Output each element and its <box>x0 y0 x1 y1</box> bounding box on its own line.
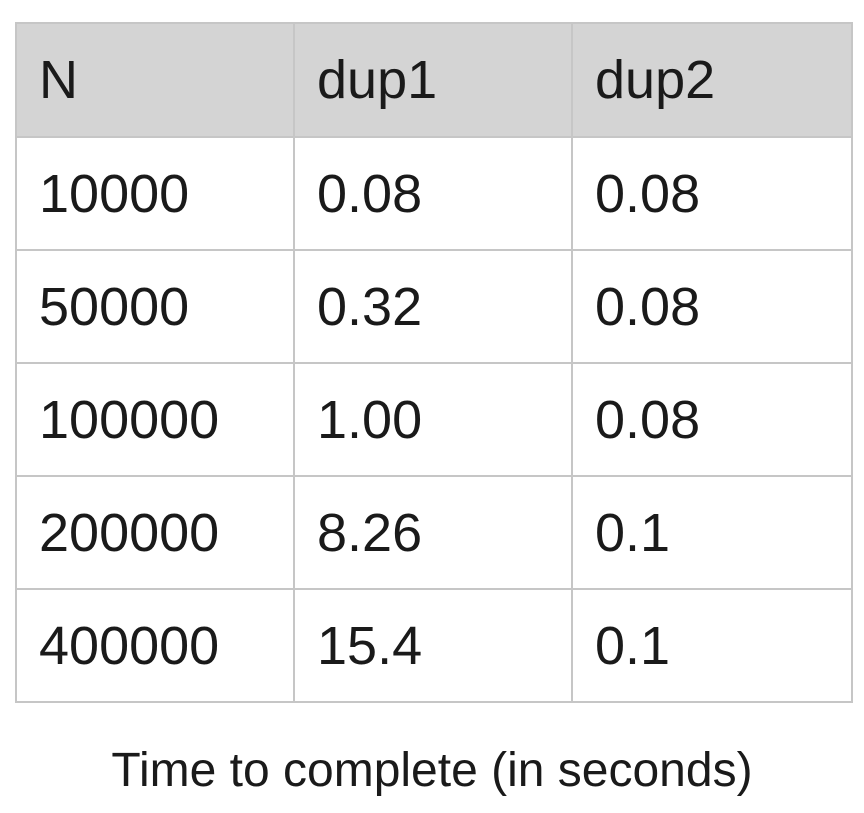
cell-n: 100000 <box>15 362 295 477</box>
cell-dup2: 0.08 <box>571 136 853 251</box>
cell-dup2: 0.1 <box>571 475 853 590</box>
cell-n: 10000 <box>15 136 295 251</box>
cell-dup2: 0.08 <box>571 249 853 364</box>
table-row: 50000 0.32 0.08 <box>15 249 853 364</box>
cell-dup1: 0.32 <box>293 249 573 364</box>
header-dup1: dup1 <box>293 22 573 138</box>
table-row: 200000 8.26 0.1 <box>15 475 853 590</box>
cell-dup1: 8.26 <box>293 475 573 590</box>
timing-table-container: N dup1 dup2 10000 0.08 0.08 50000 0.32 0… <box>15 22 853 703</box>
table-row: 400000 15.4 0.1 <box>15 588 853 703</box>
cell-n: 400000 <box>15 588 295 703</box>
cell-n: 200000 <box>15 475 295 590</box>
cell-n: 50000 <box>15 249 295 364</box>
table-row: 10000 0.08 0.08 <box>15 136 853 251</box>
cell-dup1: 0.08 <box>293 136 573 251</box>
cell-dup2: 0.08 <box>571 362 853 477</box>
header-dup2: dup2 <box>571 22 853 138</box>
cell-dup2: 0.1 <box>571 588 853 703</box>
table-caption: Time to complete (in seconds) <box>111 744 753 797</box>
timing-table: N dup1 dup2 10000 0.08 0.08 50000 0.32 0… <box>15 22 853 703</box>
header-n: N <box>15 22 295 138</box>
cell-dup1: 1.00 <box>293 362 573 477</box>
cell-dup1: 15.4 <box>293 588 573 703</box>
table-row: 100000 1.00 0.08 <box>15 362 853 477</box>
table-header-row: N dup1 dup2 <box>15 22 853 138</box>
